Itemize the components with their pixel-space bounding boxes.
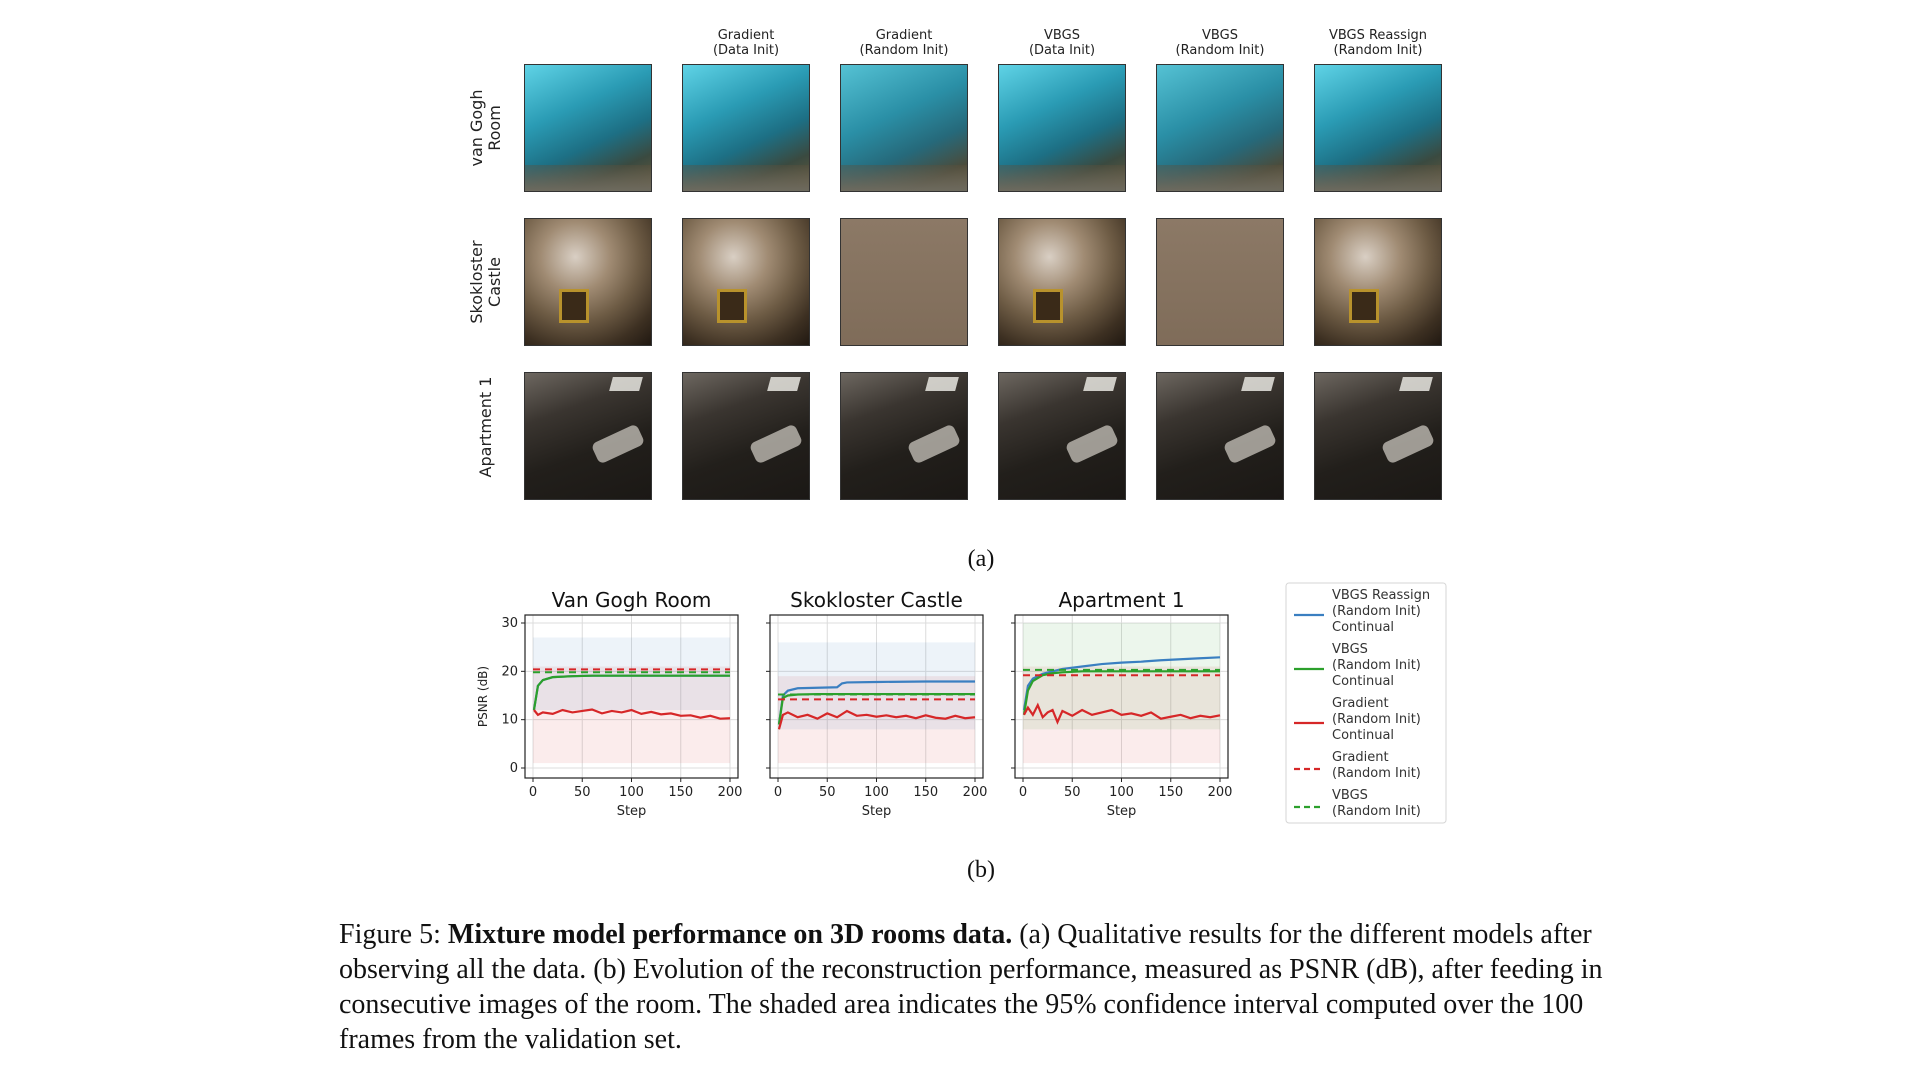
series-line <box>777 709 976 730</box>
room-floor <box>1315 165 1441 191</box>
legend-label: VBGS (Random Init) <box>1332 788 1421 819</box>
x-tick-label: 0 <box>529 785 537 800</box>
thumbnail-apartment <box>1314 372 1442 500</box>
series-line <box>1022 656 1221 711</box>
room-floor <box>999 165 1125 191</box>
legend-label-line: (Random Init) <box>1332 712 1421 727</box>
room-floor <box>1157 165 1283 191</box>
caption-prefix: Figure 5: <box>339 919 448 950</box>
x-tick-label: 150 <box>1158 785 1183 800</box>
column-header: Gradient (Random Init) <box>859 28 949 58</box>
caption-text: (a) Qualitative results for the differen… <box>339 919 1603 1055</box>
x-tick-label: 100 <box>619 785 644 800</box>
y-tick-label: 20 <box>501 664 518 679</box>
y-tick-label: 30 <box>501 616 518 631</box>
column-header: VBGS Reassign (Random Init) <box>1328 28 1428 58</box>
y-tick-label: 10 <box>501 713 518 728</box>
confidence-band <box>778 676 975 764</box>
thumbnail-skokloster <box>682 218 810 346</box>
column-header: VBGS (Data Init) <box>1028 28 1096 58</box>
x-tick-label: 50 <box>1064 785 1081 800</box>
legend-label: Gradient (Random Init) <box>1332 750 1421 781</box>
thumbnail-apartment <box>840 372 968 500</box>
room-floor <box>525 165 651 191</box>
confidence-band <box>533 666 730 764</box>
chart-title: Apartment 1 <box>1058 588 1184 612</box>
thumbnail-apartment <box>682 372 810 500</box>
thumbnail-van-gogh <box>524 64 652 192</box>
legend-label-line: Continual <box>1332 620 1394 635</box>
subfigure-a-label: (a) <box>967 546 995 572</box>
x-tick-label: 100 <box>1109 785 1134 800</box>
x-tick-label: 0 <box>1019 785 1027 800</box>
room-floor <box>683 165 809 191</box>
x-axis-label: Step <box>617 804 647 819</box>
x-tick-label: 150 <box>668 785 693 800</box>
x-tick-label: 0 <box>774 785 782 800</box>
legend-label-line: Continual <box>1332 728 1394 743</box>
series-line <box>533 708 731 720</box>
thumbnail-van-gogh <box>1156 64 1284 192</box>
legend-label-line: (Random Init) <box>1332 766 1421 781</box>
legend-label: VBGS (Random Init) Continual <box>1332 642 1421 689</box>
chart-title: Skokloster Castle <box>790 588 963 612</box>
legend-label: VBGS Reassign (Random Init) Continual <box>1332 588 1430 635</box>
x-tick-label: 200 <box>718 785 743 800</box>
series-line <box>1023 702 1221 725</box>
legend-box <box>1285 582 1447 824</box>
legend-label: Gradient (Random Init) Continual <box>1332 696 1421 743</box>
legend-label-line: VBGS Reassign <box>1332 588 1430 603</box>
painting-frame <box>1349 289 1379 323</box>
x-tick-label: 100 <box>864 785 889 800</box>
thumbnail-skokloster <box>1314 218 1442 346</box>
column-header: Gradient (Data Init) <box>712 28 780 58</box>
legend-label-line: (Random Init) <box>1332 658 1421 673</box>
x-axis-label: Step <box>862 804 892 819</box>
thumbnail-van-gogh <box>682 64 810 192</box>
thumbnail-apartment <box>1156 372 1284 500</box>
painting-frame <box>717 289 747 323</box>
x-tick-label: 150 <box>913 785 938 800</box>
y-tick-label: 0 <box>510 761 518 776</box>
thumbnail-skokloster <box>524 218 652 346</box>
legend-label-line: (Random Init) <box>1332 804 1421 819</box>
painting-frame <box>559 289 589 323</box>
caption-bold: Mixture model performance on 3D rooms da… <box>447 919 1013 950</box>
legend-label-line: Continual <box>1332 674 1394 689</box>
x-axis-label: Step <box>1107 804 1137 819</box>
thumbnail-van-gogh <box>1314 64 1442 192</box>
series-line <box>777 680 975 725</box>
room-floor <box>841 165 967 191</box>
legend-label-line: Gradient <box>1332 750 1389 765</box>
legend-label-line: Gradient <box>1332 696 1389 711</box>
thumbnail-skokloster <box>840 218 968 346</box>
thumbnail-skokloster <box>998 218 1126 346</box>
series-line <box>1022 670 1220 716</box>
legend-label-line: VBGS <box>1332 788 1368 803</box>
legend-label-line: (Random Init) <box>1332 604 1421 619</box>
thumbnail-skokloster <box>1156 218 1284 346</box>
series-line <box>532 674 730 711</box>
thumbnail-van-gogh <box>840 64 968 192</box>
confidence-band <box>778 642 975 730</box>
chart-title: Van Gogh Room <box>552 588 712 612</box>
y-axis-label: PSNR (dB) <box>476 666 490 727</box>
x-tick-label: 200 <box>963 785 988 800</box>
legend-label-line: VBGS <box>1332 642 1368 657</box>
x-tick-label: 200 <box>1208 785 1233 800</box>
confidence-band <box>533 637 730 710</box>
figure-caption: Figure 5: Mixture model performance on 3… <box>339 917 1629 1057</box>
subfigure-b-label: (b) <box>967 857 995 883</box>
thumbnail-van-gogh <box>998 64 1126 192</box>
thumbnail-apartment <box>524 372 652 500</box>
painting-frame <box>1033 289 1063 323</box>
x-tick-label: 50 <box>574 785 591 800</box>
thumbnail-apartment <box>998 372 1126 500</box>
column-header: VBGS (Random Init) <box>1175 28 1265 58</box>
x-tick-label: 50 <box>819 785 836 800</box>
psnr-charts: Van Gogh Room 0 50 100 150 200 Step 0 10 20 30 PSNR… <box>476 582 1447 824</box>
